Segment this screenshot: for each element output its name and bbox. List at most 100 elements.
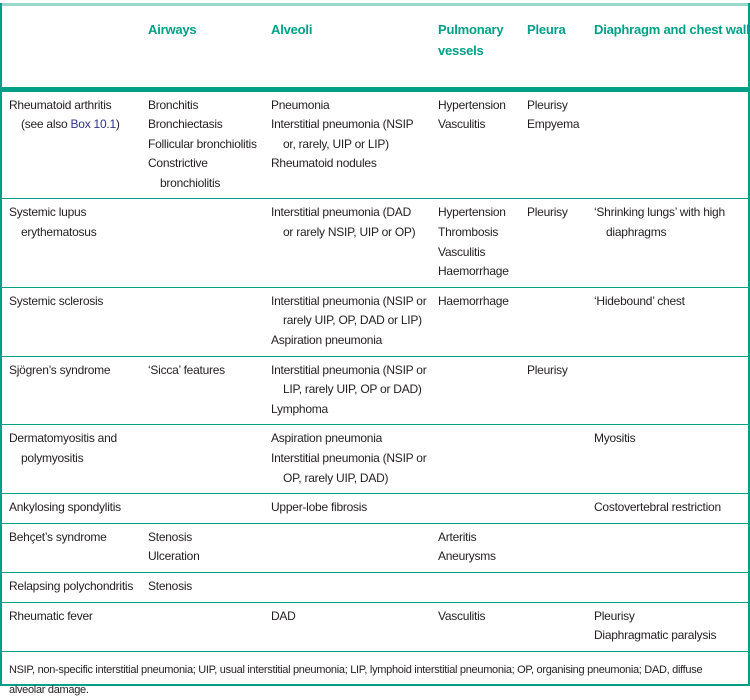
cell-pleura (527, 523, 594, 572)
cell-line: Costovertebral restriction (594, 500, 721, 515)
cell-line: DAD (271, 608, 296, 623)
cell-line: Relapsing polychondritis (9, 578, 134, 593)
cell-pulmonary-vessels (438, 425, 527, 494)
cell-line: Aspiration pneumonia (271, 431, 383, 446)
cell-alveoli: Upper-lobe fibrosis (271, 494, 438, 524)
table-row: Rheumatoid arthritis (see also Box 10.1) B… (2, 89, 748, 199)
cell-disease: Sjögren’s syndrome (2, 356, 148, 425)
top-rule (2, 3, 748, 6)
table-row: Rheumatic fever DAD Vasculitis Pleurisy Diap… (2, 602, 748, 652)
cell-disease: Behçet’s syndrome (2, 523, 148, 572)
cell-pulmonary-vessels (438, 494, 527, 524)
cell-line: Rheumatic fever (9, 608, 93, 623)
table-row: Dermatomyositis and polymyositis Aspiratio… (2, 425, 748, 494)
cell-line: diaphragms (606, 225, 667, 240)
cell-alveoli: Interstitial pneumonia (DAD or rarely NSI… (271, 199, 438, 287)
table-row: Relapsing polychondritis Stenosis (2, 572, 748, 603)
header-row: Airways Alveoli Pulmonary vessels Pleura… (2, 6, 750, 89)
cell-line: bronchiolitis (160, 175, 221, 190)
cell-line: Arteritis (438, 529, 477, 544)
cell-line: LIP, rarely UIP, OP or DAD) (283, 382, 422, 397)
cell-pulmonary-vessels: Vasculitis (438, 602, 527, 651)
cell-line: Vasculitis (438, 608, 486, 623)
cell-line: Haemorrhage (438, 264, 509, 279)
cell-disease: Rheumatic fever (2, 602, 148, 651)
cell-line: Hypertension (438, 205, 506, 220)
cell-pulmonary-vessels: Arteritis Aneurysms (438, 523, 527, 572)
disease-table: Airways Alveoli Pulmonary vessels Pleura… (2, 6, 750, 652)
cell-diaphragm-chest-wall: ‘Hidebound’ chest (594, 287, 748, 356)
cell-airways: Bronchitis Bronchiectasis Follicular bronc… (148, 89, 271, 199)
cell-diaphragm-chest-wall (594, 523, 748, 572)
cell-pleura: Pleurisy (527, 199, 594, 287)
cell-line: Pleurisy (527, 362, 568, 377)
table-body: Rheumatoid arthritis (see also Box 10.1) B… (2, 89, 748, 652)
cell-line: erythematosus (21, 225, 97, 240)
cell-alveoli: Interstitial pneumonia (NSIP or LIP, rare… (271, 356, 438, 425)
table-row: Behçet’s syndrome Stenosis Ulceration Arter… (2, 523, 748, 573)
header-airways: Airways (148, 22, 197, 37)
cell-pleura (527, 602, 594, 651)
cell-pulmonary-vessels: Hypertension Vasculitis (438, 89, 527, 199)
cell-line: Behçet’s syndrome (9, 529, 107, 544)
cell-line: Bronchitis (148, 97, 199, 112)
header-pulmonary-vessels: Pulmonary vessels (438, 22, 504, 58)
cell-airways (148, 425, 271, 494)
cell-line: Aneurysms (438, 549, 496, 564)
cell-disease: Rheumatoid arthritis (see also Box 10.1) (2, 89, 148, 199)
cell-line: Rheumatoid arthritis (9, 97, 112, 112)
cell-pleura (527, 287, 594, 356)
cell-pleura: Pleurisy Empyema (527, 89, 594, 199)
cell-line: Interstitial pneumonia (NSIP or (271, 293, 427, 308)
cell-line: Bronchiectasis (148, 117, 223, 132)
cell-disease: Systemic lupus erythematosus (2, 199, 148, 287)
cell-line: Aspiration pneumonia (271, 333, 383, 348)
cell-disease: Dermatomyositis and polymyositis (2, 425, 148, 494)
cell-line: Interstitial pneumonia (NSIP (271, 117, 414, 132)
cell-alveoli: Interstitial pneumonia (NSIP or rarely UI… (271, 287, 438, 356)
box-reference-link[interactable]: Box 10.1 (70, 117, 117, 132)
cell-line: Systemic lupus (9, 205, 87, 220)
cell-pleura (527, 494, 594, 524)
cell-line: Myositis (594, 431, 636, 446)
cell-line: Sjögren’s syndrome (9, 362, 111, 377)
cell-line: Empyema (527, 117, 580, 132)
cell-alveoli: DAD (271, 602, 438, 651)
cell-alveoli: Aspiration pneumonia Interstitial pneumon… (271, 425, 438, 494)
cell-airways: Stenosis (148, 572, 271, 602)
cell-disease: Relapsing polychondritis (2, 572, 148, 602)
cell-line: Pneumonia (271, 97, 330, 112)
cell-line: Interstitial pneumonia (DAD (271, 205, 411, 220)
cell-pleura (527, 572, 594, 602)
cell-line: Lymphoma (271, 401, 328, 416)
cell-diaphragm-chest-wall: Pleurisy Diaphragmatic paralysis (594, 602, 748, 651)
cell-disease: Ankylosing spondylitis (2, 494, 148, 524)
cell-airways: Stenosis Ulceration (148, 523, 271, 572)
cell-diaphragm-chest-wall: ‘Shrinking lungs’ with high diaphragms (594, 199, 748, 287)
cell-line: (see also Box 10.1) (9, 115, 148, 135)
cell-line: Pleurisy (527, 205, 568, 220)
cell-airways: ‘Sicca’ features (148, 356, 271, 425)
cell-airways (148, 199, 271, 287)
cell-line: Thrombosis (438, 225, 499, 240)
cell-text: (see also (21, 117, 71, 132)
cell-airways (148, 287, 271, 356)
header-disease (2, 6, 148, 89)
cell-line: Vasculitis (438, 244, 486, 259)
cell-diaphragm-chest-wall: Myositis (594, 425, 748, 494)
cell-line: or rarely NSIP, UIP or OP) (283, 225, 416, 240)
table-row: Sjögren’s syndrome ‘Sicca’ features Inters… (2, 356, 748, 425)
cell-line: ‘Hidebound’ chest (594, 293, 685, 308)
cell-line: ‘Sicca’ features (148, 362, 225, 377)
cell-line: Pleurisy (594, 608, 635, 623)
cell-pulmonary-vessels (438, 572, 527, 602)
cell-line: Ulceration (148, 549, 200, 564)
cell-line: rarely UIP, OP, DAD or LIP) (283, 313, 422, 328)
cell-diaphragm-chest-wall (594, 356, 748, 425)
cell-line: Follicular bronchiolitis (148, 136, 257, 151)
cell-line: Haemorrhage (438, 293, 509, 308)
cell-pulmonary-vessels: Hypertension Thrombosis Vasculitis Haemorrh… (438, 199, 527, 287)
cell-line: Constrictive (148, 156, 208, 171)
cell-alveoli (271, 523, 438, 572)
table-row: Systemic sclerosis Interstitial pneumonia… (2, 287, 748, 357)
